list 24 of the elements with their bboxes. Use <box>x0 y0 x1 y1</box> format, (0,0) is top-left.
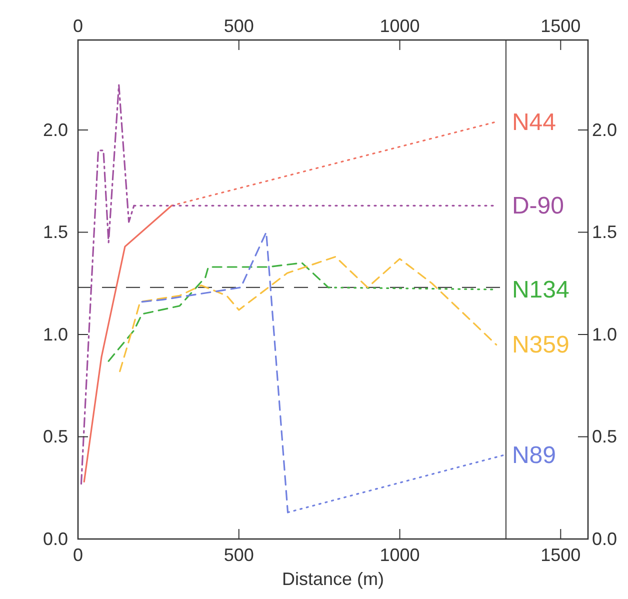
y-tick-label: 1.0 <box>42 324 68 344</box>
text: N89 <box>512 442 556 470</box>
y-tick-label: 0.0 <box>42 529 68 549</box>
x2-tick-label: 500 <box>224 545 254 565</box>
x2-tick-label: 0 <box>72 545 84 565</box>
series-label: N359 <box>512 332 570 359</box>
x-tick-label: 500 <box>224 16 254 36</box>
y2-tick-label: 2.0 <box>592 120 618 140</box>
x-tick-label: 0 <box>72 16 84 36</box>
y-tick-label: 1.5 <box>42 222 68 242</box>
text: N134 <box>512 276 570 304</box>
y2-tick-label: 0.0 <box>592 529 618 549</box>
y-tick-label: 0.5 <box>42 426 68 447</box>
text: D-90 <box>512 192 564 220</box>
x-tick-label: 1500 <box>540 16 581 36</box>
x-tick-label: 1000 <box>380 16 420 36</box>
text: N44 <box>512 108 556 136</box>
y-tick-label: 2.0 <box>42 120 68 140</box>
y2-tick-label: 1.0 <box>592 324 618 344</box>
y2-tick-label: 1.5 <box>592 222 618 242</box>
y2-tick-label: 0.5 <box>592 426 618 447</box>
x2-tick-label: 1500 <box>540 545 581 565</box>
x2-tick-label: 1000 <box>380 545 420 565</box>
x-axis-title: Distance (m) <box>282 569 384 589</box>
